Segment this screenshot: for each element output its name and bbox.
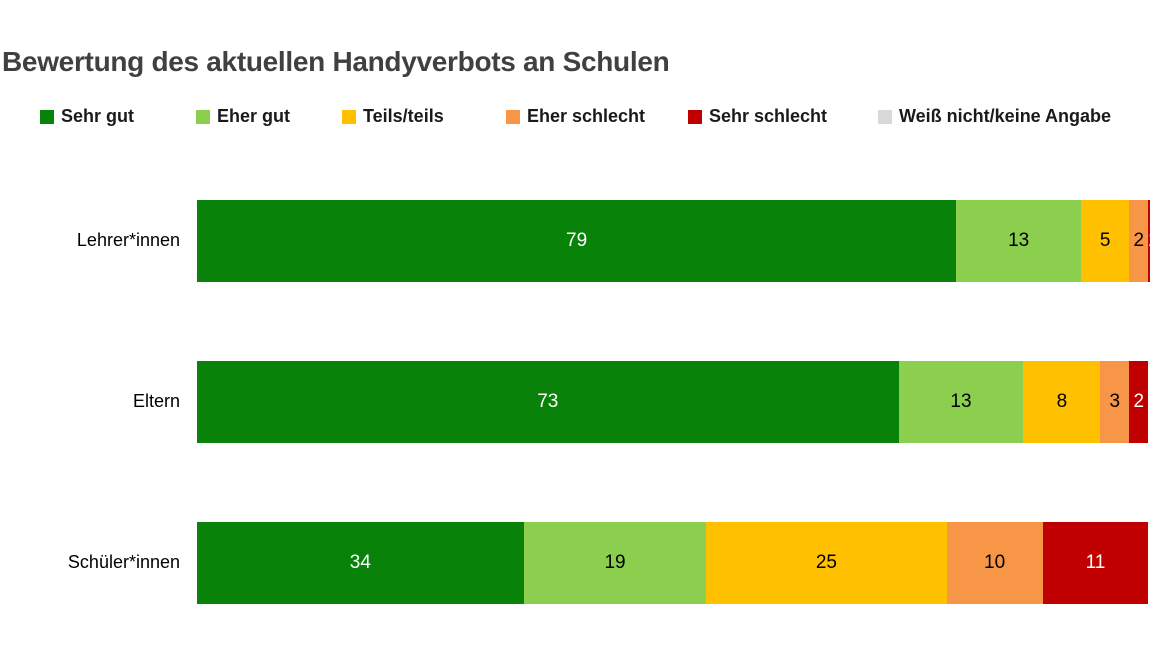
chart-title: Bewertung des aktuellen Handyverbots an … bbox=[2, 46, 670, 77]
legend-item: Weiß nicht/keine Angabe bbox=[878, 106, 1111, 127]
legend-swatch bbox=[688, 109, 702, 124]
bar-segment: 1 bbox=[1148, 200, 1150, 282]
bar-segment: 79 bbox=[197, 200, 957, 282]
legend-swatch bbox=[506, 109, 520, 124]
legend-swatch bbox=[342, 109, 356, 124]
bar-segment: 11 bbox=[1042, 522, 1149, 604]
category-label: Schüler*innen bbox=[67, 552, 180, 572]
bar-segment: 8 bbox=[1023, 361, 1101, 443]
legend-label: Teils/teils bbox=[363, 106, 444, 126]
bar-segment: 73 bbox=[197, 361, 899, 443]
category-label: Lehrer*innen bbox=[76, 230, 180, 250]
legend-swatch bbox=[196, 109, 210, 124]
legend-swatch bbox=[40, 109, 54, 124]
bar-segment: 5 bbox=[1081, 200, 1130, 282]
legend-item: Teils/teils bbox=[342, 106, 444, 127]
stacked-bar: 73 13 8 3 2 bbox=[197, 361, 1149, 443]
bar-segment: 2 bbox=[1129, 361, 1149, 443]
legend-label: Weiß nicht/keine Angabe bbox=[899, 106, 1112, 126]
legend-label: Eher gut bbox=[217, 106, 291, 126]
legend-item: Sehr schlecht bbox=[688, 106, 827, 127]
bar-segment: 10 bbox=[946, 522, 1043, 604]
legend-item: Eher gut bbox=[196, 106, 290, 127]
bar-segment: 3 bbox=[1100, 361, 1130, 443]
bar-segment: 34 bbox=[197, 522, 524, 604]
bar-segment: 13 bbox=[956, 200, 1082, 282]
legend-item: Sehr gut bbox=[40, 106, 134, 127]
legend: Sehr gut Eher gut Teils/teils Eher schlecht… bbox=[0, 106, 1150, 130]
legend-swatch bbox=[878, 109, 892, 124]
legend-label: Sehr schlecht bbox=[709, 106, 828, 126]
stacked-bar: 34 19 25 10 11 bbox=[197, 522, 1149, 604]
bar-segment: 19 bbox=[523, 522, 707, 604]
bar-segment: 13 bbox=[898, 361, 1024, 443]
legend-label: Sehr gut bbox=[61, 106, 135, 126]
bar-segment: 2 bbox=[1129, 200, 1149, 282]
stacked-bar: 7913521 bbox=[197, 200, 1150, 282]
bar-segment: 25 bbox=[706, 522, 947, 604]
category-label: Eltern bbox=[132, 391, 180, 411]
legend-label: Eher schlecht bbox=[527, 106, 646, 126]
legend-item: Eher schlecht bbox=[506, 106, 645, 127]
